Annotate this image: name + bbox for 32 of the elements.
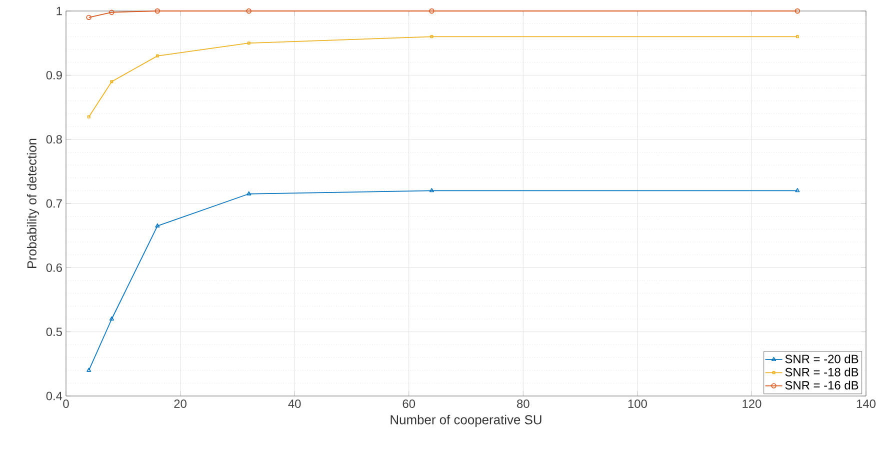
point (246, 191, 252, 196)
legend-label: SNR = -16 dB (785, 380, 858, 390)
x-tick-label: 80 (517, 400, 530, 408)
y-tick-label: 0.9 (46, 70, 62, 80)
x-tick-label: 60 (402, 400, 416, 408)
y-tick-label: 0.4 (46, 392, 62, 400)
y-tick-label: 1 (56, 6, 62, 16)
point (155, 223, 160, 228)
point (429, 8, 434, 14)
point (110, 80, 114, 84)
x-tick-label: 140 (856, 400, 876, 408)
x-axis-title: Number of cooperative SU (390, 414, 542, 427)
y-tick-label: 0.7 (46, 199, 62, 208)
legend-label: SNR = -18 dB (785, 368, 858, 376)
x-tick-label: 40 (288, 400, 301, 408)
y-tick-label: 0.8 (46, 135, 62, 144)
point (247, 42, 250, 45)
y-axis-title: Probability of detection (26, 138, 40, 268)
y-tick-label: 0.5 (46, 328, 62, 336)
x-tick-label: 120 (742, 400, 762, 408)
x-tick-label: 20 (174, 400, 186, 408)
y-tick-label: 0.6 (46, 263, 62, 272)
x-tick-label: 0 (63, 400, 69, 408)
point (430, 35, 434, 38)
x-tick-label: 100 (628, 400, 647, 408)
point (156, 54, 159, 58)
legend-label: SNR = -20 dB (785, 354, 858, 364)
point (246, 8, 252, 14)
point (109, 10, 114, 15)
point (109, 316, 114, 320)
point (154, 8, 160, 14)
point (429, 188, 434, 192)
